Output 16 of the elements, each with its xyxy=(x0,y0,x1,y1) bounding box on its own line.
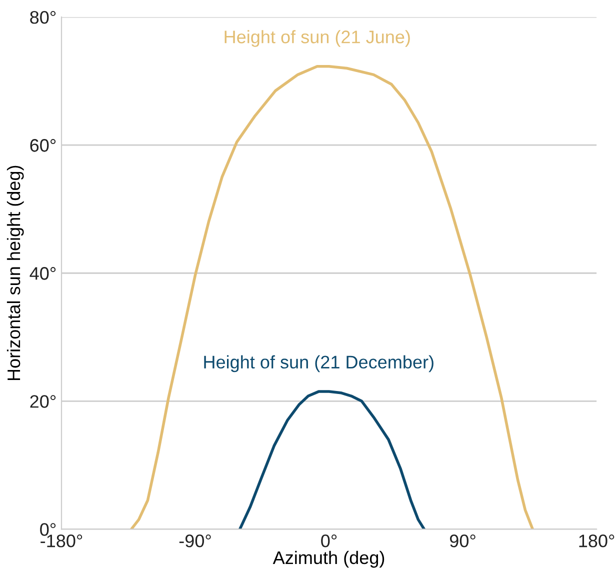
line-series xyxy=(238,390,426,530)
y-tick-label: 20° xyxy=(30,395,56,408)
y-tick-label: 60° xyxy=(30,139,56,152)
y-axis-title: Horizontal sun height (deg) xyxy=(6,166,24,380)
line-series xyxy=(130,64,534,530)
x-axis-title: Azimuth (deg) xyxy=(272,550,384,568)
y-tick-label: 0° xyxy=(40,523,56,536)
x-tick-label: -90° xyxy=(179,534,211,548)
series-label: Height of sun (21 June) xyxy=(224,30,410,47)
x-tick-label: 90° xyxy=(450,534,476,548)
series-label: Height of sun (21 December) xyxy=(204,355,434,372)
x-tick-label: 0° xyxy=(321,534,337,548)
y-tick-label: 80° xyxy=(30,11,56,24)
y-tick-label: 40° xyxy=(30,267,56,280)
x-tick-label: 180° xyxy=(579,534,614,548)
x-tick-label: -180° xyxy=(40,534,82,548)
